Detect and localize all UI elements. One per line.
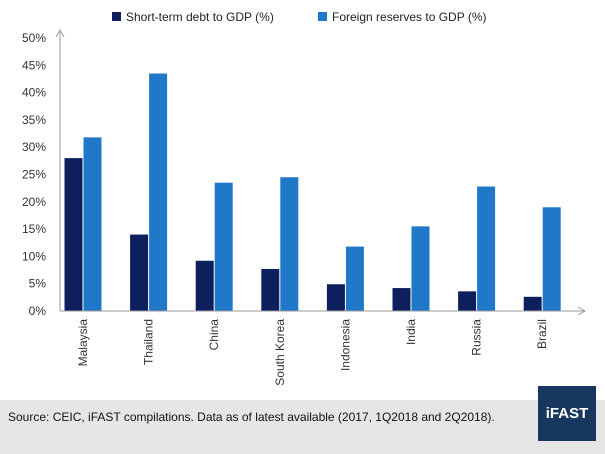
bar	[411, 226, 430, 311]
bar	[326, 284, 345, 311]
bar	[458, 291, 477, 311]
ifast-logo: iFAST	[538, 386, 596, 441]
y-tick-label: 50%	[22, 31, 46, 45]
x-category-label: Russia	[470, 319, 484, 356]
legend-swatch-foreign-reserves	[318, 12, 327, 21]
bar-chart: Short-term debt to GDP (%) Foreign reser…	[22, 10, 587, 386]
y-tick-label: 25%	[22, 168, 46, 182]
source-footer: Source: CEIC, iFAST compilations. Data a…	[0, 400, 605, 454]
y-tick-label: 45%	[22, 58, 46, 72]
x-category-label: Indonesia	[338, 319, 352, 371]
y-axis: 0% 5% 10% 15% 20% 25% 30% 35% 40% 45% 50%	[22, 28, 65, 318]
x-category-label: Brazil	[535, 319, 549, 349]
bar	[83, 137, 102, 311]
bar	[195, 260, 214, 311]
bar	[149, 73, 168, 312]
bar	[345, 246, 364, 311]
legend-label-foreign-reserves: Foreign reserves to GDP (%)	[332, 10, 487, 24]
bar	[261, 268, 280, 311]
x-category-label: India	[404, 319, 418, 345]
y-tick-label: 10%	[22, 249, 46, 263]
y-tick-label: 0%	[29, 304, 47, 318]
bar	[64, 158, 83, 311]
x-category-label: South Korea	[273, 319, 287, 386]
y-axis-arrow	[55, 28, 65, 38]
y-tick-label: 30%	[22, 140, 46, 154]
x-axis: Malaysia Thailand China South Korea Indonesi…	[60, 306, 587, 386]
bar	[542, 207, 561, 311]
source-note: Source: CEIC, iFAST compilations. Data a…	[8, 410, 495, 424]
y-tick-label: 40%	[22, 86, 46, 100]
legend: Short-term debt to GDP (%) Foreign reser…	[112, 10, 487, 24]
y-tick-label: 20%	[22, 195, 46, 209]
y-tick-label: 15%	[22, 222, 46, 236]
legend-swatch-short-term-debt	[112, 12, 121, 21]
y-tick-label: 5%	[29, 277, 47, 291]
bar	[280, 177, 299, 311]
legend-label-short-term-debt: Short-term debt to GDP (%)	[126, 10, 274, 24]
bar	[523, 296, 542, 311]
bar	[214, 182, 233, 311]
bar	[477, 186, 496, 311]
y-tick-label: 35%	[22, 113, 46, 127]
x-category-label: Malaysia	[76, 319, 90, 367]
bar	[392, 288, 411, 311]
x-category-label: China	[207, 319, 221, 351]
x-category-label: Thailand	[142, 319, 156, 365]
bars	[64, 73, 561, 312]
bar	[130, 234, 149, 311]
x-axis-arrow	[577, 306, 587, 316]
